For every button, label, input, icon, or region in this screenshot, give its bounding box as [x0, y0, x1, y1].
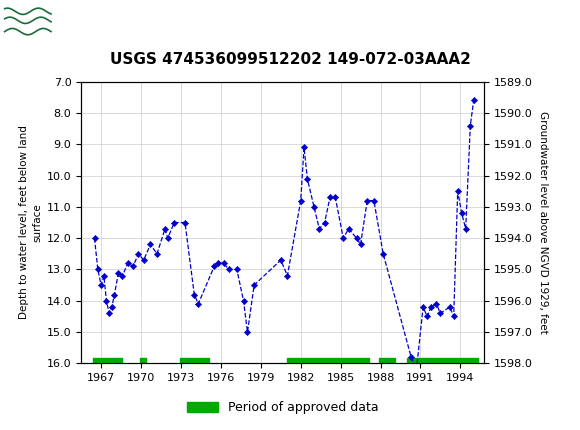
- Legend: Period of approved data: Period of approved data: [182, 396, 384, 419]
- Bar: [3, 3, 52, 42]
- Y-axis label: Groundwater level above NGVD 1929, feet: Groundwater level above NGVD 1929, feet: [538, 111, 549, 334]
- Text: USGS: USGS: [56, 13, 116, 32]
- Text: USGS 474536099512202 149-072-03AAA2: USGS 474536099512202 149-072-03AAA2: [110, 52, 470, 67]
- Y-axis label: Depth to water level, feet below land
surface: Depth to water level, feet below land su…: [19, 126, 42, 319]
